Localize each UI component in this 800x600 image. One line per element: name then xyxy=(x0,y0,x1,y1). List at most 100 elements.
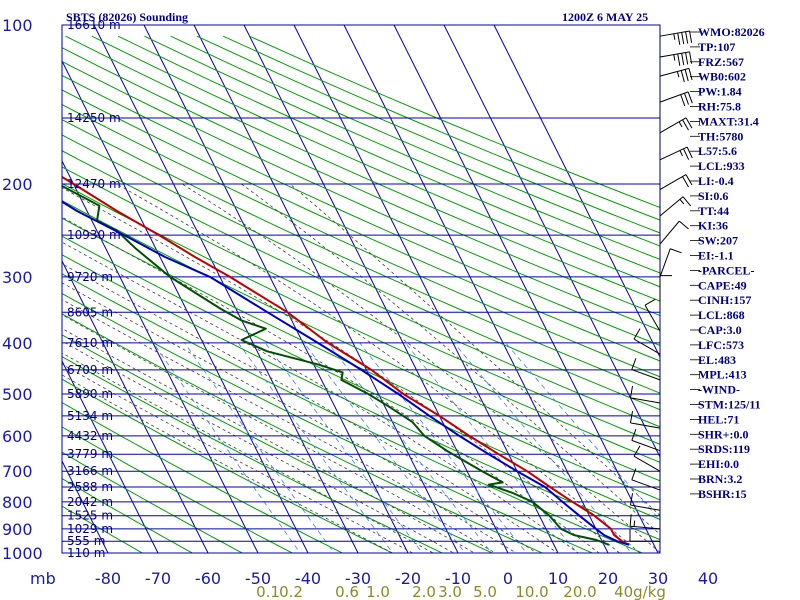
wind-barb xyxy=(631,358,661,381)
sounding-index: EI:-1.1 xyxy=(698,249,734,263)
mixing-ratio-labels: 0.1 0.2 0.6 1.0 2.0 3.0 5.0 10.0 20.0 40g/kg xyxy=(256,583,666,600)
sounding-index: -WIND- xyxy=(698,383,740,397)
temperature-tick-label: -50 xyxy=(245,569,271,588)
temperature-tick-label: -10 xyxy=(445,569,471,588)
temperature-tick-label: -20 xyxy=(395,569,421,588)
wind-barb xyxy=(659,30,693,45)
sounding-index: RH:75.8 xyxy=(698,100,741,114)
dry-adiabat xyxy=(62,134,660,411)
dry-adiabat xyxy=(62,89,660,362)
mixing-ratio-line xyxy=(405,342,578,553)
isotherm xyxy=(343,25,609,553)
sounding-indices: WMO:82026TP:107FRZ:567WB0:602PW:1.84RH:7… xyxy=(690,25,765,501)
dry-adiabat xyxy=(62,505,144,553)
isotherm xyxy=(443,25,660,459)
sounding-index: EL:483 xyxy=(698,353,736,367)
pressure-tick-label: 100 xyxy=(2,16,33,35)
pressure-tick-label: 1000 xyxy=(2,544,43,563)
wind-barb xyxy=(659,220,689,245)
moist-adiabat xyxy=(62,241,579,553)
mixing-ratio-label: 10.0 xyxy=(515,583,548,600)
isotherm xyxy=(62,459,109,553)
temperature-tick-label: 20 xyxy=(598,569,618,588)
moist-adiabat xyxy=(62,363,414,553)
moist-adiabat xyxy=(62,299,517,553)
height-label: 5890 m xyxy=(67,387,113,401)
pressure-tick-label: 500 xyxy=(2,385,33,404)
wind-barb xyxy=(629,529,660,542)
sounding-index: EHI:0.0 xyxy=(698,457,739,471)
dry-adiabat xyxy=(62,292,594,553)
sounding-index: LI:-0.4 xyxy=(698,174,734,188)
sounding-index: PW:1.84 xyxy=(698,85,742,99)
wind-barb xyxy=(633,445,661,472)
height-label: 7610 m xyxy=(67,336,113,350)
pressure-tick-label: 200 xyxy=(2,175,33,194)
mixing-ratio-label: 3.0 xyxy=(438,583,462,600)
dry-adiabat xyxy=(62,451,244,553)
wind-barb xyxy=(629,410,661,429)
dry-adiabat xyxy=(91,35,660,288)
dry-adiabat xyxy=(62,273,644,553)
dry-adiabat xyxy=(62,313,544,553)
mixing-ratio-label: 0.6 xyxy=(335,583,359,600)
dry-adiabat xyxy=(62,402,344,553)
dry-adiabat xyxy=(62,119,660,394)
height-label: 16610 m xyxy=(67,18,121,32)
sounding-index: TP:107 xyxy=(698,40,735,54)
temperature-tick-labels: -80 -70 -60 -50 -40 -30 -20 -10 0 10 20 30 40 xyxy=(95,569,718,588)
moist-adiabat xyxy=(289,183,660,516)
height-label: 10930 m xyxy=(67,228,121,242)
height-labels: 16610 m 14250 m 12470 m 10930 m 9720 m 8605 m… xyxy=(67,18,121,560)
moist-adiabat xyxy=(62,340,455,553)
pressure-tick-label: 600 xyxy=(2,427,33,446)
wind-barb xyxy=(629,493,661,511)
wind-barbs xyxy=(629,25,693,553)
isotherm xyxy=(143,25,409,553)
sounding-index: SW:207 xyxy=(698,234,738,248)
x-unit-label: mb xyxy=(30,569,56,588)
wind-barb xyxy=(629,514,661,530)
dry-adiabat xyxy=(62,166,660,445)
moist-adiabat xyxy=(62,187,621,553)
mixing-ratio-line xyxy=(303,342,466,553)
height-label: 4432 m xyxy=(67,429,113,443)
temperature-tick-label: -40 xyxy=(295,569,321,588)
dry-adiabats xyxy=(62,35,660,553)
height-label: 8605 m xyxy=(67,305,113,319)
moist-adiabat xyxy=(62,314,496,553)
temperature-tick-label: -30 xyxy=(345,569,371,588)
sounding-index: STM:125/11 xyxy=(698,398,761,412)
wind-barb xyxy=(631,468,661,491)
dry-adiabat xyxy=(62,74,660,346)
sounding-index: SHR+:0.0 xyxy=(698,427,749,441)
wind-barb xyxy=(659,196,692,217)
sounding-index: TT:44 xyxy=(698,204,729,218)
pressure-tick-label: 400 xyxy=(2,334,33,353)
mixing-ratio-line xyxy=(327,342,493,553)
pressure-tick-label: 700 xyxy=(2,462,33,481)
sounding-index: CAP:3.0 xyxy=(698,323,742,337)
moist-adiabat xyxy=(62,263,559,553)
wind-barb xyxy=(644,298,661,332)
sounding-index: LCL:933 xyxy=(698,159,745,173)
mixing-ratio-label: 5.0 xyxy=(473,583,497,600)
mixing-ratio-lines xyxy=(153,342,660,553)
height-label: 5134 m xyxy=(67,409,113,423)
chart-title: SBTS (82026) Sounding xyxy=(66,10,188,24)
dry-adiabat xyxy=(62,47,660,317)
dry-adiabat xyxy=(62,200,660,482)
moist-adiabat xyxy=(62,216,600,553)
mixing-ratio-line xyxy=(453,342,633,553)
sounding-index: TH:5780 xyxy=(698,129,743,143)
temperature-tick-label: -60 xyxy=(195,569,221,588)
wind-barb xyxy=(659,146,693,161)
dry-adiabat xyxy=(62,103,660,378)
mixing-ratio-line xyxy=(264,342,423,553)
mixing-ratio-line xyxy=(184,342,335,553)
mixing-ratio-label: 1.0 xyxy=(366,583,390,600)
height-label: 1029 m xyxy=(67,522,113,536)
sounding-index: LFC:573 xyxy=(698,338,744,352)
dry-adiabat xyxy=(117,35,660,274)
